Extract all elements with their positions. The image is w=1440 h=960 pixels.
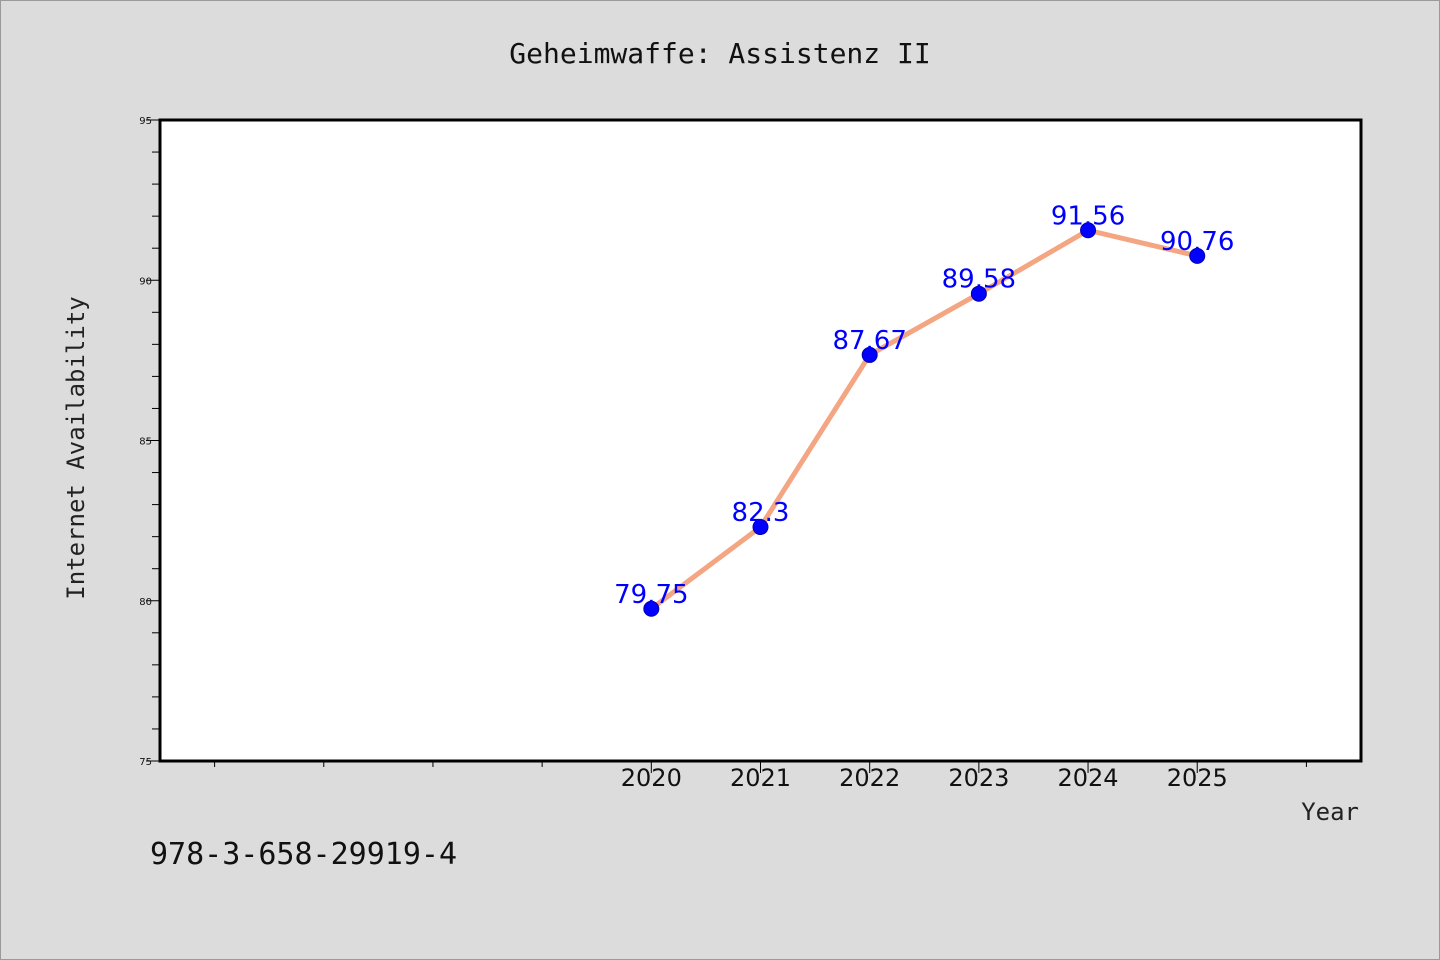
isbn-text: 978-3-658-29919-4 bbox=[150, 837, 457, 872]
x-tick-label: 2020 bbox=[621, 764, 682, 792]
x-axis: 2020 2021 2022 2023 2024 2025 bbox=[214, 761, 1307, 792]
data-label: 91.56 bbox=[1051, 201, 1125, 231]
y-axis: 75 80 85 90 95 bbox=[139, 116, 160, 768]
x-tick-label: 2024 bbox=[1058, 764, 1119, 792]
series-line bbox=[648, 227, 1200, 612]
data-label: 79.75 bbox=[614, 580, 688, 610]
data-point bbox=[861, 346, 878, 363]
data-label: 82.3 bbox=[732, 498, 790, 528]
x-tick-label: 2025 bbox=[1167, 764, 1228, 792]
y-tick-label: 75 bbox=[139, 757, 152, 768]
x-tick-label: 2021 bbox=[730, 764, 791, 792]
plot-border bbox=[158, 118, 1363, 763]
data-label: 90.76 bbox=[1160, 227, 1234, 257]
y-tick-label: 95 bbox=[139, 116, 152, 127]
y-tick-label: 90 bbox=[139, 276, 152, 287]
data-label: 89.58 bbox=[942, 265, 1016, 295]
data-point bbox=[1080, 222, 1097, 239]
data-point bbox=[643, 600, 660, 617]
data-point bbox=[752, 519, 769, 536]
y-tick-label: 85 bbox=[139, 437, 152, 448]
data-point bbox=[1189, 247, 1206, 264]
x-tick-label: 2022 bbox=[839, 764, 900, 792]
x-tick-label: 2023 bbox=[948, 764, 1009, 792]
y-axis-label: Internet Availability bbox=[62, 296, 90, 599]
data-label: 87.67 bbox=[832, 326, 906, 356]
series-line-group: 79.75 82.3 87.67 89.58 91.56 90.76 bbox=[614, 201, 1234, 617]
x-axis-label: Year bbox=[1301, 798, 1359, 826]
data-point bbox=[970, 285, 987, 302]
y-tick-label: 80 bbox=[139, 597, 152, 608]
chart-title: Geheimwaffe: Assistenz II bbox=[509, 37, 930, 70]
plot-area bbox=[160, 120, 1361, 761]
